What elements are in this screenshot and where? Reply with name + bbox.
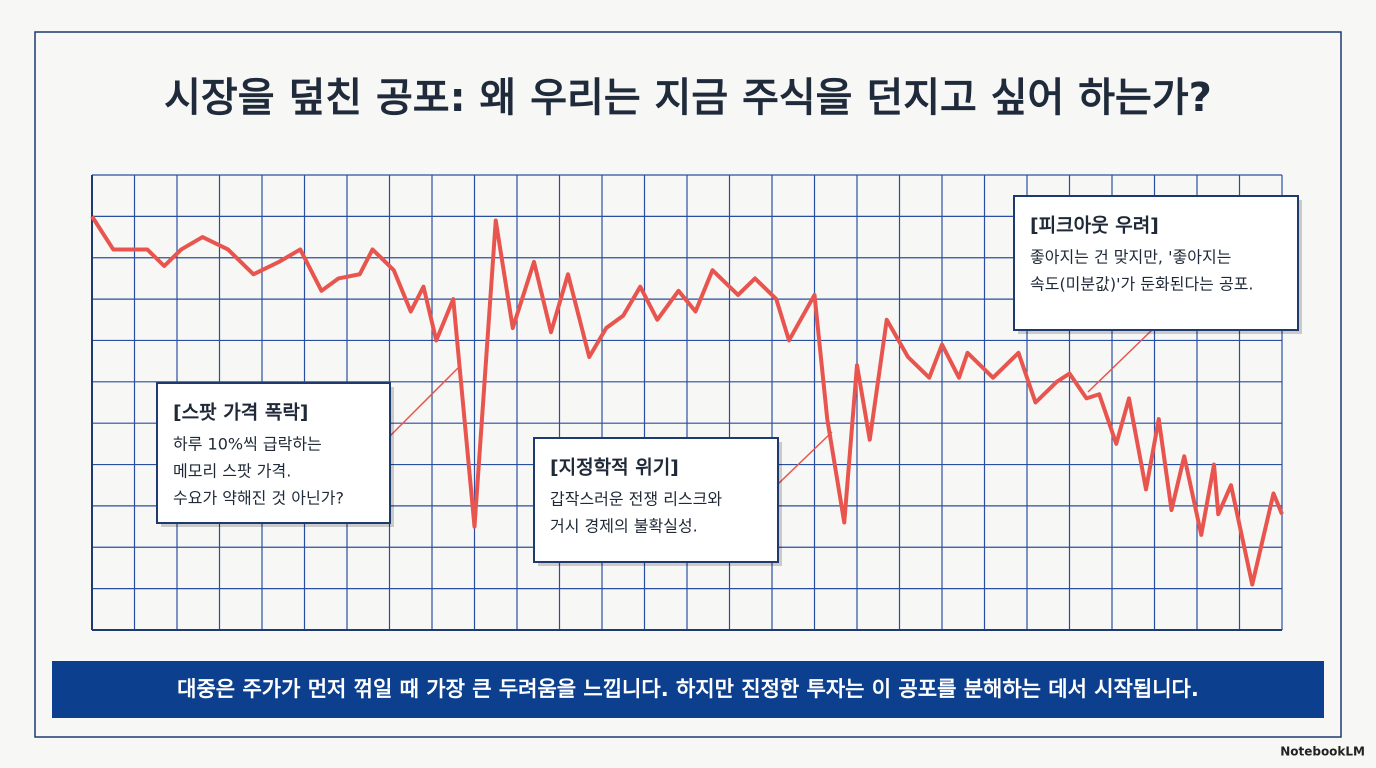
annotation-title: [피크아웃 우려]: [1030, 215, 1159, 237]
watermark: NotebookLM: [1280, 745, 1365, 759]
connector: [1087, 329, 1153, 393]
line-series: [90, 215, 1284, 587]
annotation-text: 좋아지는 건 맞지만, '좋아지는: [1030, 248, 1231, 267]
annotation-text: 갑작스러운 전쟁 리스크와: [550, 490, 722, 509]
annotation-text: 속도(미분값)'가 둔화된다는 공포.: [1030, 275, 1254, 294]
annotation-text: 하루 10%씩 급락하는: [173, 435, 322, 454]
annotation-text: 거시 경제의 불확실성.: [550, 517, 698, 536]
frame: [34, 31, 1342, 738]
annotation-box: [1013, 195, 1299, 331]
connector: [777, 431, 833, 485]
annotation-text: 수요가 약해진 것 아닌가?: [173, 489, 344, 508]
annotation-box: [533, 437, 779, 563]
caption-banner: [52, 661, 1324, 718]
caption: 대중은 주가가 먼저 꺾일 때 가장 큰 두려움을 느낍니다. 하지만 진정한 …: [177, 677, 1199, 701]
annotation-box: [156, 382, 391, 524]
annotation-title: [스팟 가격 폭락]: [173, 402, 308, 424]
annotation-title: [지정학적 위기]: [550, 457, 679, 479]
connector: [389, 367, 459, 437]
chart-title: 시장을 덮친 공포: 왜 우리는 지금 주식을 던지고 싶어 하는가?: [164, 75, 1212, 121]
annotation-text: 메모리 스팟 가격.: [173, 462, 291, 481]
